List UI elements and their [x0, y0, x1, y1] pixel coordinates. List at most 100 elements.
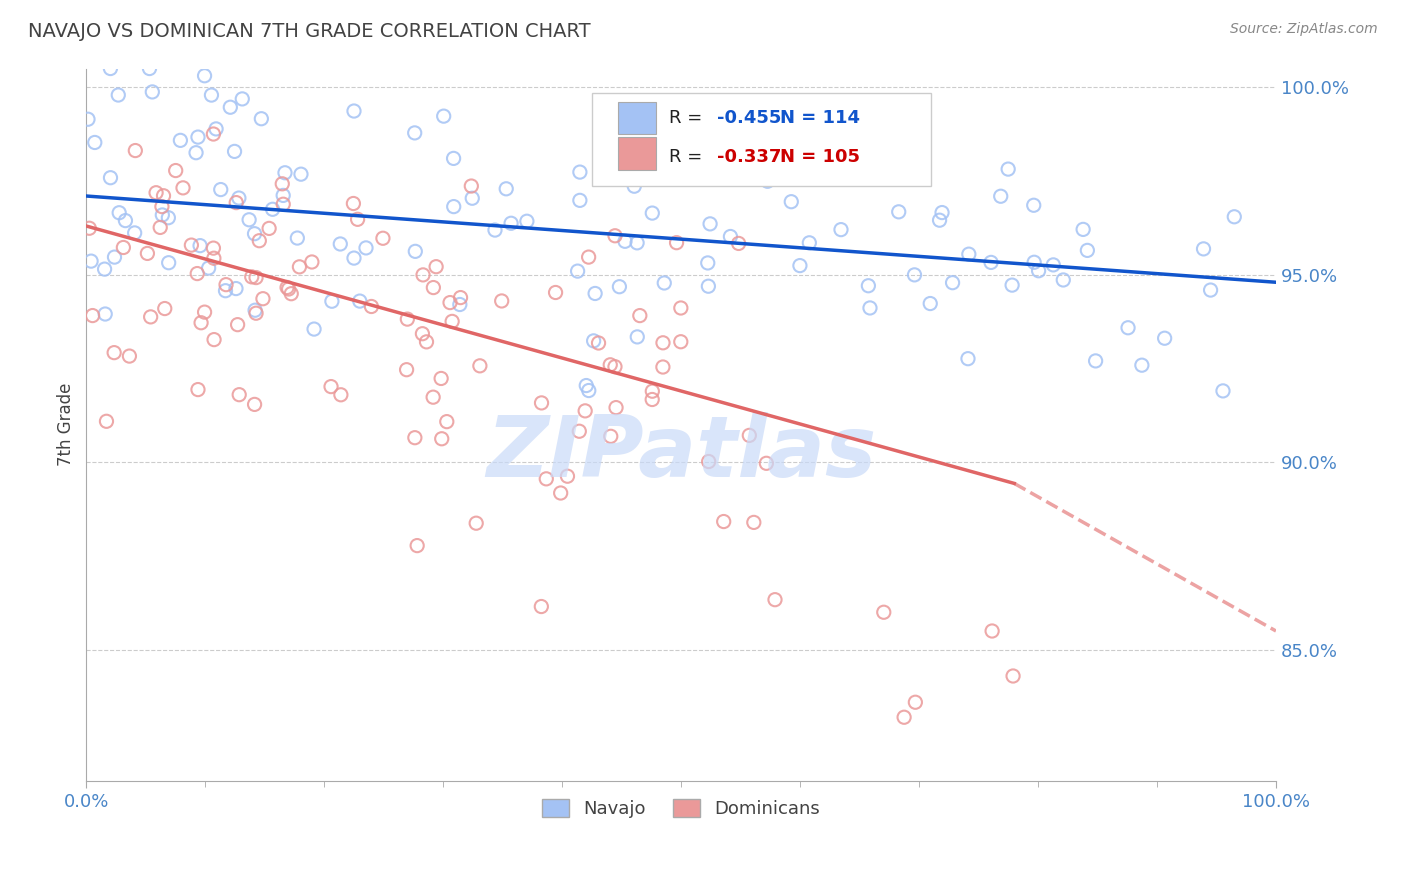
Point	[404, 244, 426, 259]
Point	[641, 206, 664, 220]
Point	[697, 279, 720, 293]
Point	[169, 133, 191, 147]
Point	[329, 388, 352, 402]
FancyBboxPatch shape	[592, 94, 931, 186]
Point	[557, 469, 579, 483]
Point	[114, 213, 136, 227]
Point	[603, 359, 626, 374]
Text: ZIPatlas: ZIPatlas	[486, 412, 876, 495]
Point	[449, 297, 471, 311]
Point	[219, 100, 242, 114]
Point	[641, 392, 664, 407]
Legend: Navajo, Dominicans: Navajo, Dominicans	[534, 791, 828, 825]
Point	[727, 236, 749, 251]
Point	[1192, 242, 1215, 256]
Point	[301, 255, 323, 269]
Point	[780, 194, 803, 209]
Point	[858, 278, 880, 293]
Point	[637, 159, 659, 173]
Point	[441, 314, 464, 328]
Point	[96, 414, 118, 428]
Point	[713, 515, 735, 529]
Point	[756, 174, 779, 188]
Point	[720, 229, 742, 244]
Point	[941, 276, 963, 290]
Point	[904, 695, 927, 709]
Point	[673, 168, 696, 182]
Point	[755, 456, 778, 470]
Point	[412, 268, 434, 282]
Point	[997, 162, 1019, 177]
Point	[981, 624, 1004, 638]
Point	[873, 605, 896, 619]
Point	[202, 333, 225, 347]
Bar	[619, 103, 657, 135]
Point	[990, 189, 1012, 203]
Point	[1001, 278, 1024, 293]
Point	[202, 241, 225, 255]
Point	[321, 294, 343, 309]
Point	[243, 397, 266, 411]
Point	[371, 231, 394, 245]
Point	[738, 428, 761, 442]
Point	[422, 390, 444, 404]
Point	[319, 379, 342, 393]
Point	[568, 194, 591, 208]
Point	[956, 351, 979, 366]
Point	[588, 336, 610, 351]
Point	[578, 384, 600, 398]
Point	[404, 126, 426, 140]
Point	[501, 216, 523, 230]
Point	[1153, 331, 1175, 345]
Point	[614, 235, 637, 249]
Point	[495, 182, 517, 196]
Point	[536, 472, 558, 486]
Point	[1130, 358, 1153, 372]
Point	[599, 429, 621, 443]
Point	[830, 222, 852, 236]
Point	[226, 318, 249, 332]
Point	[425, 260, 447, 274]
Point	[184, 145, 207, 160]
Point	[1076, 244, 1098, 258]
Point	[225, 195, 247, 210]
Point	[190, 316, 212, 330]
Point	[79, 221, 101, 235]
Point	[443, 152, 465, 166]
Point	[238, 212, 260, 227]
Point	[599, 358, 621, 372]
Point	[1071, 222, 1094, 236]
Point	[928, 213, 950, 227]
Point	[799, 235, 821, 250]
Text: N = 105: N = 105	[780, 148, 860, 166]
Point	[1116, 320, 1139, 334]
Point	[1042, 258, 1064, 272]
Point	[124, 226, 146, 240]
Point	[343, 251, 366, 265]
Point	[621, 142, 644, 156]
Point	[165, 163, 187, 178]
Point	[396, 312, 419, 326]
Point	[1002, 669, 1025, 683]
Point	[228, 387, 250, 401]
Point	[931, 205, 953, 219]
Point	[568, 165, 591, 179]
Point	[274, 166, 297, 180]
Bar	[619, 137, 657, 169]
Point	[141, 85, 163, 99]
Point	[669, 334, 692, 349]
Point	[877, 169, 900, 184]
Point	[406, 539, 429, 553]
Point	[1052, 273, 1074, 287]
Point	[243, 227, 266, 241]
Point	[100, 170, 122, 185]
Point	[252, 292, 274, 306]
Point	[103, 250, 125, 264]
Point	[696, 256, 718, 270]
Point	[887, 204, 910, 219]
Point	[83, 136, 105, 150]
Point	[103, 345, 125, 359]
Point	[193, 69, 215, 83]
Point	[225, 282, 247, 296]
Y-axis label: 7th Grade: 7th Grade	[58, 383, 75, 467]
